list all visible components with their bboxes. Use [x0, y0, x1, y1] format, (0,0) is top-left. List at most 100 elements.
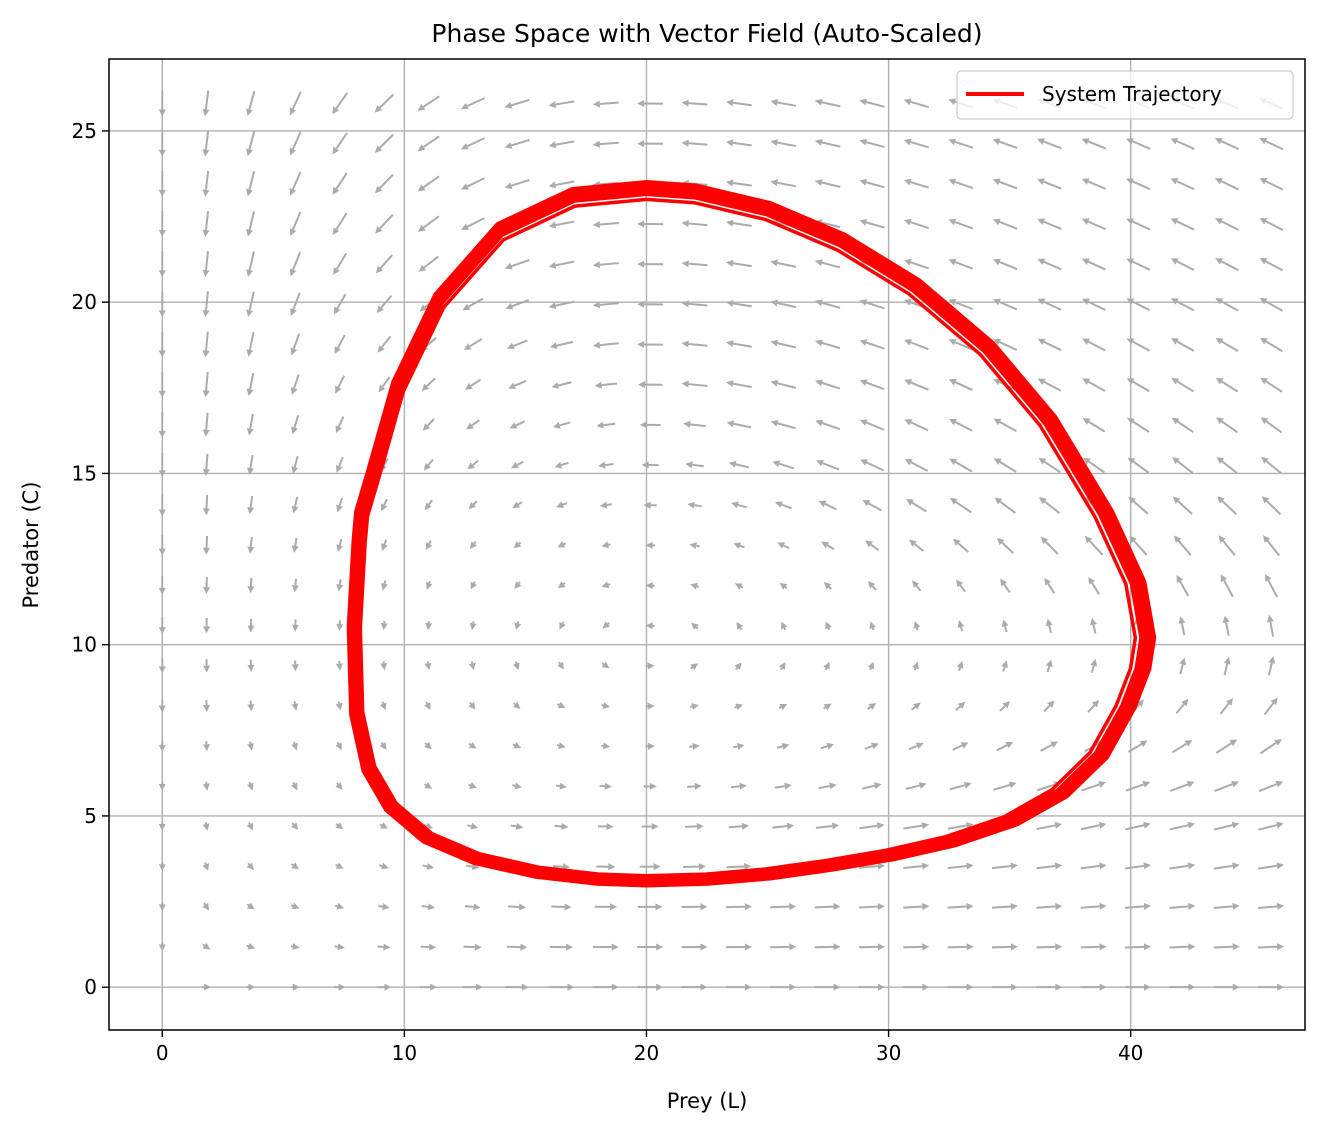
vector-arrow-head	[867, 661, 875, 670]
vector-arrow-shaft	[733, 745, 738, 749]
vector-arrow-shaft	[688, 383, 708, 388]
vector-arrow-head	[789, 983, 797, 991]
vector-arrow-shaft	[865, 381, 885, 391]
vector-arrow-head	[291, 703, 299, 711]
vector-arrow-head	[770, 339, 779, 347]
vector-arrow-shaft	[204, 130, 210, 150]
vector-arrow-shaft	[293, 455, 299, 468]
vector-arrow-head	[726, 380, 734, 388]
vector-arrow-shaft	[466, 137, 485, 148]
vector-arrow-head	[551, 382, 560, 389]
vector-arrow-shaft	[555, 220, 575, 227]
vector-arrow-head	[778, 661, 786, 670]
vector-arrow-head	[922, 903, 930, 911]
vector-arrow-head	[994, 497, 1003, 505]
vector-arrow-shaft	[778, 706, 782, 709]
vector-arrow-head	[421, 383, 430, 392]
vector-arrow-head	[637, 300, 645, 308]
vector-arrow-head	[992, 138, 1001, 145]
vector-arrow-head	[1044, 577, 1052, 586]
vector-arrow-head	[592, 140, 601, 148]
vector-arrow-head	[859, 178, 868, 186]
vector-arrow-shaft	[905, 784, 921, 790]
vector-arrow-head	[158, 310, 166, 318]
vector-arrow-head	[158, 390, 166, 398]
vector-arrow-shaft	[827, 627, 831, 631]
vector-arrow-shaft	[871, 585, 877, 591]
vector-arrow-head	[1143, 862, 1151, 870]
vector-arrow-head	[609, 903, 618, 911]
vector-arrow-shaft	[1091, 582, 1100, 595]
vector-arrow-head	[1000, 578, 1008, 587]
vector-arrow-head	[922, 983, 930, 991]
vector-arrow-shaft	[1176, 420, 1194, 433]
vector-arrow-head	[468, 701, 476, 710]
vector-arrow-head	[203, 665, 211, 673]
vector-arrow-head	[374, 185, 383, 194]
vector-arrow-shaft	[865, 181, 885, 189]
vector-arrow-head	[247, 942, 256, 950]
vector-arrow-head	[1186, 780, 1195, 788]
y-tick-label: 20	[72, 290, 97, 314]
vector-arrow-head	[1260, 417, 1269, 425]
vector-arrow-shaft	[294, 578, 298, 586]
vector-arrow-shaft	[554, 824, 562, 828]
vector-arrow-head	[1188, 943, 1196, 951]
vector-arrow-head	[637, 381, 645, 389]
vector-arrow-shaft	[954, 421, 973, 432]
vector-arrow-shaft	[915, 585, 922, 592]
vector-arrow-shaft	[467, 824, 472, 828]
vector-arrow-head	[1172, 496, 1181, 504]
vector-arrow-shaft	[999, 461, 1017, 473]
vector-arrow-shaft	[557, 381, 572, 387]
vector-arrow-head	[474, 943, 482, 951]
vector-arrow-head	[158, 904, 166, 912]
vector-arrow-shaft	[1169, 783, 1189, 792]
vector-arrow-shaft	[1132, 180, 1151, 191]
vector-arrow-shaft	[1214, 783, 1233, 792]
vector-arrow-head	[246, 269, 253, 277]
vector-arrow-shaft	[604, 463, 614, 467]
vector-arrow-shaft	[337, 416, 345, 428]
vector-arrow-shaft	[422, 215, 440, 229]
vector-arrow-head	[903, 258, 912, 266]
vector-arrow-head	[604, 782, 612, 790]
vector-arrow-head	[1259, 178, 1268, 185]
vector-arrow-head	[1215, 337, 1224, 345]
vector-arrow-head	[859, 219, 868, 226]
vector-arrow-head	[567, 983, 575, 991]
vector-arrow-shaft	[246, 944, 249, 948]
vector-arrow-head	[518, 903, 527, 911]
vector-arrow-head	[647, 742, 655, 750]
vector-arrow-head	[1170, 218, 1179, 225]
vector-arrow-head	[426, 863, 435, 870]
vector-arrow-head	[690, 582, 698, 590]
vector-arrow-head	[815, 379, 823, 387]
vector-arrow-head	[1215, 178, 1223, 185]
vector-arrow-head	[770, 419, 779, 427]
vector-arrow-head	[868, 702, 877, 710]
vector-arrow-shaft	[1221, 420, 1238, 434]
vector-arrow-shaft	[511, 138, 530, 147]
vector-arrow-head	[859, 138, 868, 146]
vector-arrow-head	[334, 346, 341, 355]
vector-arrow-shaft	[1171, 742, 1187, 754]
vector-arrow-head	[770, 299, 779, 307]
vector-arrow-shaft	[688, 102, 708, 106]
vector-arrow-head	[338, 983, 346, 991]
vector-arrow-head	[911, 580, 920, 588]
vector-arrow-head	[247, 467, 254, 475]
vector-arrow-head	[246, 902, 255, 910]
vector-arrow-head	[1001, 660, 1008, 669]
vector-arrow-head	[246, 309, 254, 318]
vector-arrow-head	[1266, 614, 1274, 623]
vector-arrow-shaft	[202, 943, 206, 947]
chart-title: Phase Space with Vector Field (Auto-Scal…	[431, 19, 982, 48]
vector-arrow-head	[913, 620, 921, 629]
vector-arrow-head	[1037, 218, 1046, 225]
vector-arrow-head	[291, 505, 299, 514]
vector-arrow-head	[1275, 780, 1284, 788]
vector-arrow-shaft	[690, 666, 694, 670]
vector-arrow-head	[557, 581, 566, 589]
